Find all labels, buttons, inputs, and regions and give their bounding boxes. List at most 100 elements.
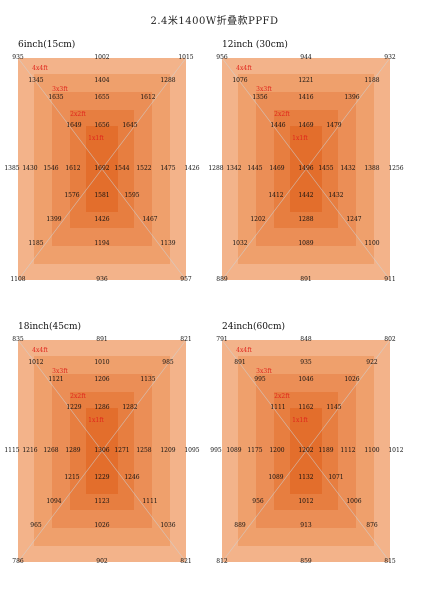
ppfd-value: 1002 [94,54,110,61]
ppfd-value: 1095 [184,447,200,454]
ppfd-value: 944 [300,54,312,61]
ppfd-value: 1215 [64,474,80,481]
ppfd-value: 935 [12,54,24,61]
ppfd-value: 1135 [140,376,156,383]
ppfd-value: 1426 [94,216,110,223]
ppfd-value: 1216 [22,447,38,454]
ppfd-value: 1432 [340,165,356,172]
ppfd-value: 1445 [247,165,263,172]
ppfd-value: 1388 [364,165,380,172]
ppfd-grid: 835 891 821 1012 1010 985 1121 1206 1135 1229 1286… [4,336,208,576]
ppfd-value: 1076 [232,77,248,84]
ppfd-value: 1404 [94,77,110,84]
ppfd-value: 1475 [160,165,176,172]
ppfd-value: 1412 [268,192,284,199]
ppfd-value: 1139 [160,240,176,247]
zone-label: 4x4ft [236,347,252,354]
ppfd-value: 1015 [178,54,194,61]
ppfd-rings [221,339,391,563]
ppfd-value: 1246 [124,474,140,481]
panel-title: 6inch(15cm) [18,40,76,50]
ppfd-value: 1185 [28,240,44,247]
ppfd-value: 848 [300,336,312,343]
ppfd-value: 985 [162,359,174,366]
ppfd-value: 1121 [48,376,64,383]
ppfd-value: 1288 [298,216,314,223]
ppfd-value: 913 [300,522,312,529]
panel-title: 24inch(60cm) [222,322,286,332]
ppfd-value: 1479 [326,122,342,129]
ppfd-value: 1123 [94,498,110,505]
zone-label: 2x2ft [274,393,290,400]
zone-label: 1x1ft [88,417,104,424]
ppfd-value: 1111 [142,498,158,505]
ppfd-panel: 24inch(60cm) 791 848 802 891 935 922 995 1046 102… [210,322,412,582]
ppfd-value: 815 [384,558,396,565]
ppfd-value: 1442 [298,192,314,199]
ppfd-value: 1221 [298,77,314,84]
ppfd-value: 786 [12,558,24,565]
ppfd-value: 965 [30,522,42,529]
ppfd-value: 1446 [270,122,286,129]
ppfd-value: 1576 [64,192,80,199]
ppfd-value: 1012 [298,498,314,505]
ppfd-rings [17,57,187,281]
ppfd-value: 1496 [298,165,314,172]
ppfd-value: 1656 [94,122,110,129]
ppfd-value: 876 [366,522,378,529]
zone-label: 3x3ft [256,86,272,93]
zone-label: 2x2ft [274,111,290,118]
ppfd-value: 1046 [298,376,314,383]
ppfd-value: 1145 [326,404,342,411]
ppfd-panel: 18inch(45cm) 835 891 821 1012 1010 985 1121 1206… [4,322,208,582]
ppfd-value: 1612 [65,165,81,172]
ppfd-value: 1430 [22,165,38,172]
diagonal-line [221,339,391,563]
ppfd-value: 1416 [298,94,314,101]
ppfd-value: 911 [384,276,396,283]
diagonal-line [221,57,391,281]
ppfd-value: 1026 [94,522,110,529]
ppfd-value: 889 [234,522,246,529]
ppfd-value: 821 [180,336,192,343]
ppfd-value: 1469 [269,165,285,172]
ppfd-panel: 12inch (30cm) 956 944 932 1076 1221 1188 1356 14… [208,40,412,300]
ppfd-value: 1612 [140,94,156,101]
ppfd-value: 891 [300,276,312,283]
zone-label: 4x4ft [236,65,252,72]
ppfd-value: 1189 [318,447,334,454]
ppfd-value: 1544 [114,165,130,172]
ppfd-grid: 935 1002 1015 1345 1404 1288 1635 1655 1612 1649 1… [4,54,208,294]
ppfd-value: 1100 [364,447,380,454]
ppfd-value: 1692 [94,165,110,172]
ppfd-value: 1094 [46,498,62,505]
ppfd-value: 1089 [226,447,242,454]
ppfd-grid: 956 944 932 1076 1221 1188 1356 1416 1396 1446 146… [208,54,412,294]
ppfd-value: 1010 [94,359,110,366]
ppfd-panel: 6inch(15cm) 935 1002 1015 1345 1404 1288 1635 16… [4,40,208,300]
ppfd-value: 1012 [28,359,44,366]
zone-label: 3x3ft [256,368,272,375]
ppfd-value: 1286 [94,404,110,411]
ppfd-value: 1546 [43,165,59,172]
ppfd-value: 1345 [28,77,44,84]
ppfd-grid: 791 848 802 891 935 922 995 1046 1026 1111 1162 114… [210,336,412,576]
ppfd-value: 936 [96,276,108,283]
ppfd-value: 956 [252,498,264,505]
ppfd-value: 1132 [298,474,314,481]
ppfd-value: 1645 [122,122,138,129]
diagonal-line [17,339,187,563]
ppfd-value: 995 [254,376,266,383]
ppfd-value: 1426 [184,165,200,172]
ppfd-value: 1100 [364,240,380,247]
ppfd-value: 1194 [94,240,110,247]
ppfd-value: 1175 [247,447,263,454]
zone-label: 2x2ft [70,111,86,118]
ppfd-value: 1115 [4,447,20,454]
ppfd-value: 1202 [298,447,314,454]
ppfd-value: 1432 [328,192,344,199]
ppfd-value: 1288 [208,165,224,172]
ppfd-value: 812 [216,558,228,565]
ppfd-value: 1396 [344,94,360,101]
ppfd-value: 1385 [4,165,20,172]
